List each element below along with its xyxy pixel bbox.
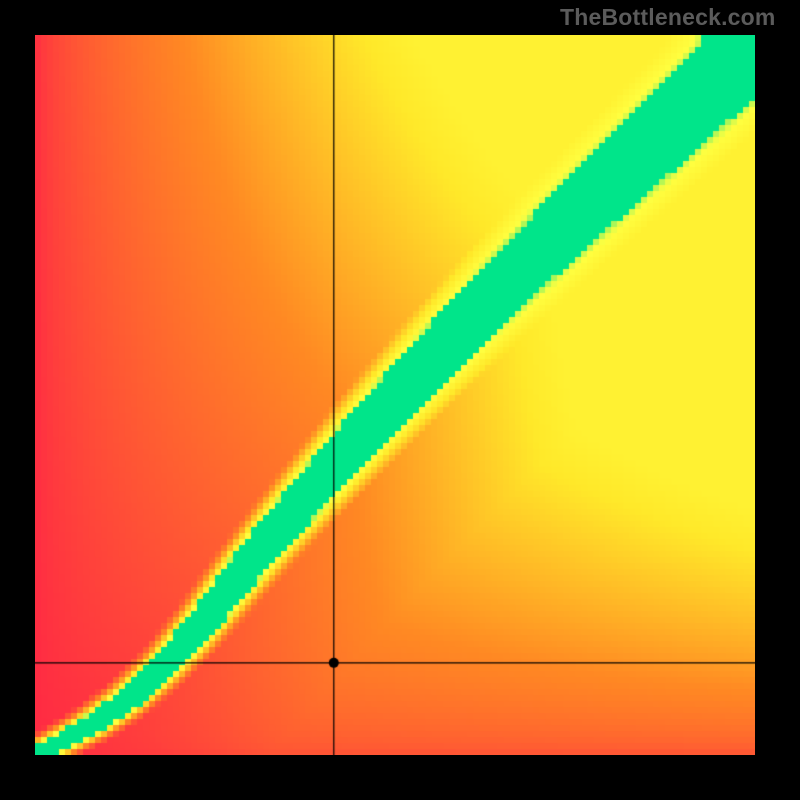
plot-area xyxy=(35,35,755,755)
watermark-label: TheBottleneck.com xyxy=(560,4,776,31)
outer-frame: TheBottleneck.com xyxy=(0,0,800,800)
heatmap-canvas xyxy=(35,35,755,755)
